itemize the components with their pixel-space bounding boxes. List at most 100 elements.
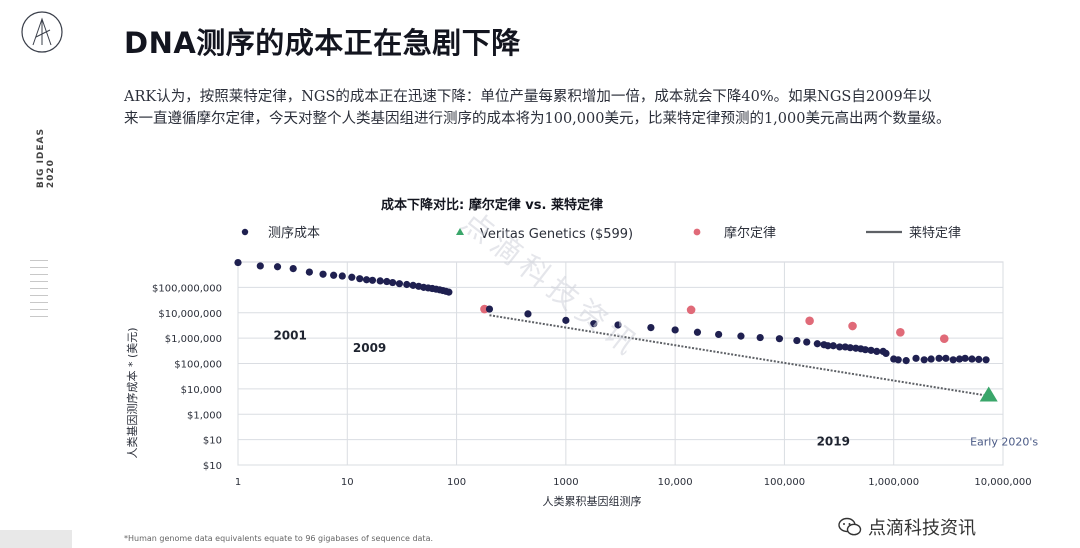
sequencing-cost-point bbox=[562, 316, 570, 324]
sequencing-cost-point bbox=[348, 273, 356, 281]
wechat-watermark: 点滴科技资讯 bbox=[838, 514, 976, 540]
x-tick-label: 1000 bbox=[553, 477, 578, 488]
legend: 测序成本 Veritas Genetics ($599) 摩尔定律 莱特定律 bbox=[241, 225, 961, 242]
intro-line-1: ARK认为，按照莱特定律，NGS的成本正在迅速下降：单位产量每累积增加一倍，成本… bbox=[124, 89, 932, 105]
sequencing-cost-point bbox=[968, 355, 976, 363]
sequencing-cost-point bbox=[383, 277, 391, 286]
sequencing-cost-point bbox=[671, 326, 679, 334]
sequencing-cost-point bbox=[590, 320, 598, 328]
annotation-label: Early 2020's bbox=[970, 436, 1038, 449]
sequencing-cost-point bbox=[902, 357, 910, 365]
moore-law-point bbox=[939, 334, 949, 343]
sequencing-cost-point bbox=[368, 276, 377, 284]
moore-law-point bbox=[686, 305, 696, 315]
sequencing-cost-point bbox=[882, 349, 890, 358]
x-axis-ticks: 1 10 100 1000 10,000 100,000 1,000,000 10,000,0… bbox=[235, 477, 1032, 488]
sequencing-cost-point bbox=[409, 281, 417, 289]
legend-sequencing-label: 测序成本 bbox=[268, 226, 320, 241]
moore-law-point bbox=[896, 327, 905, 337]
sequencing-cost-point bbox=[756, 333, 764, 342]
sequencing-cost-point bbox=[356, 275, 364, 283]
y-tick-label: $100,000,000 bbox=[152, 283, 222, 294]
y-tick-label: $10 bbox=[203, 461, 222, 472]
sequencing-cost-point bbox=[693, 328, 702, 336]
sequencing-cost-point bbox=[942, 354, 950, 362]
annotation-label: 2009 bbox=[353, 341, 386, 355]
side-decoration bbox=[30, 260, 48, 323]
sequencing-cost-point bbox=[485, 305, 494, 313]
corner-tab bbox=[0, 530, 72, 548]
y-tick-label: $1,000 bbox=[187, 410, 222, 421]
sequencing-cost-point bbox=[927, 355, 935, 363]
sequencing-cost-point bbox=[961, 354, 969, 362]
sequencing-cost-point bbox=[813, 340, 821, 348]
y-axis-ticks: $10 $10 $1,000 $10,000 $100,000 $1,000,000 $10… bbox=[152, 283, 222, 472]
footnote: *Human genome data equivalents equate to… bbox=[124, 534, 434, 543]
sequencing-cost-point bbox=[803, 338, 811, 346]
sequencing-cost-point bbox=[647, 323, 655, 332]
sequencing-cost-point bbox=[338, 272, 346, 280]
sequencing-cost-point bbox=[319, 270, 327, 278]
sequencing-cost-point bbox=[362, 276, 371, 284]
sequencing-cost-point bbox=[330, 271, 338, 279]
sequencing-cost-point bbox=[836, 343, 844, 351]
y-tick-label: $10,000,000 bbox=[158, 309, 222, 320]
x-tick-label: 10,000 bbox=[658, 477, 693, 488]
x-axis-label: 人类累积基因组测序 bbox=[543, 494, 642, 508]
sequencing-cost-point bbox=[894, 356, 902, 364]
sequencing-cost-point bbox=[614, 321, 622, 329]
sequencing-cost-point bbox=[982, 356, 990, 364]
x-tick-label: 100,000 bbox=[764, 477, 805, 488]
sequencing-cost-point bbox=[234, 258, 242, 267]
legend-wright-label: 莱特定律 bbox=[909, 226, 961, 241]
moore-law-point bbox=[848, 321, 857, 331]
sequencing-cost-point bbox=[273, 263, 282, 271]
legend-veritas-marker bbox=[456, 228, 464, 235]
sequencing-cost-point bbox=[389, 278, 397, 287]
legend-veritas-label: Veritas Genetics ($599) bbox=[480, 227, 633, 242]
watermark-text: 点滴科技资讯 bbox=[868, 518, 976, 539]
sequencing-cost-point bbox=[395, 280, 404, 288]
sequencing-cost-points bbox=[234, 258, 990, 365]
sequencing-cost-point bbox=[445, 288, 453, 296]
legend-sequencing-marker bbox=[241, 228, 249, 236]
y-axis-label: 人类基因测序成本 * (美元) bbox=[125, 327, 139, 458]
sequencing-cost-point bbox=[793, 336, 801, 345]
sequencing-cost-point bbox=[829, 342, 837, 350]
x-tick-label: 10 bbox=[341, 477, 354, 488]
sequencing-cost-point bbox=[737, 332, 745, 340]
sequencing-cost-point bbox=[920, 356, 928, 364]
page-title: DNA测序的成本正在急剧下降 bbox=[124, 26, 521, 60]
annotation-label: 2019 bbox=[817, 435, 850, 449]
sequencing-cost-point bbox=[949, 356, 957, 364]
y-tick-label: $10 bbox=[203, 436, 222, 447]
wechat-icon bbox=[838, 517, 862, 536]
sequencing-cost-point bbox=[975, 355, 983, 364]
moore-law-points bbox=[480, 304, 949, 343]
x-tick-label: 100 bbox=[447, 477, 466, 488]
ark-logo bbox=[20, 10, 64, 54]
annotation-label: 2001 bbox=[273, 329, 306, 343]
sequencing-cost-point bbox=[305, 268, 313, 276]
sequencing-cost-point bbox=[775, 335, 784, 343]
sequencing-cost-point bbox=[256, 262, 264, 270]
chart-title: 成本下降对比: 摩尔定律 vs. 莱特定律 bbox=[381, 197, 603, 213]
x-tick-label: 10,000,000 bbox=[974, 477, 1031, 488]
x-tick-label: 1 bbox=[235, 477, 241, 488]
sequencing-cost-point bbox=[873, 347, 881, 355]
sequencing-cost-point bbox=[524, 310, 532, 318]
y-tick-label: $10,000 bbox=[181, 385, 222, 396]
sequencing-cost-point bbox=[715, 330, 723, 339]
y-tick-label: $100,000 bbox=[174, 360, 222, 371]
sequencing-cost-point bbox=[376, 277, 384, 285]
veritas-genetics-point bbox=[979, 386, 998, 402]
grid bbox=[237, 261, 1004, 466]
intro-text: ARK认为，按照莱特定律，NGS的成本正在迅速下降：单位产量每累积增加一倍，成本… bbox=[124, 86, 1054, 130]
sequencing-cost-point bbox=[289, 264, 297, 273]
sequencing-cost-point bbox=[824, 342, 832, 350]
sequencing-cost-point bbox=[867, 346, 875, 354]
sequencing-cost-point bbox=[861, 346, 869, 354]
x-tick-label: 1,000,000 bbox=[868, 477, 919, 488]
sequencing-cost-point bbox=[403, 280, 411, 289]
